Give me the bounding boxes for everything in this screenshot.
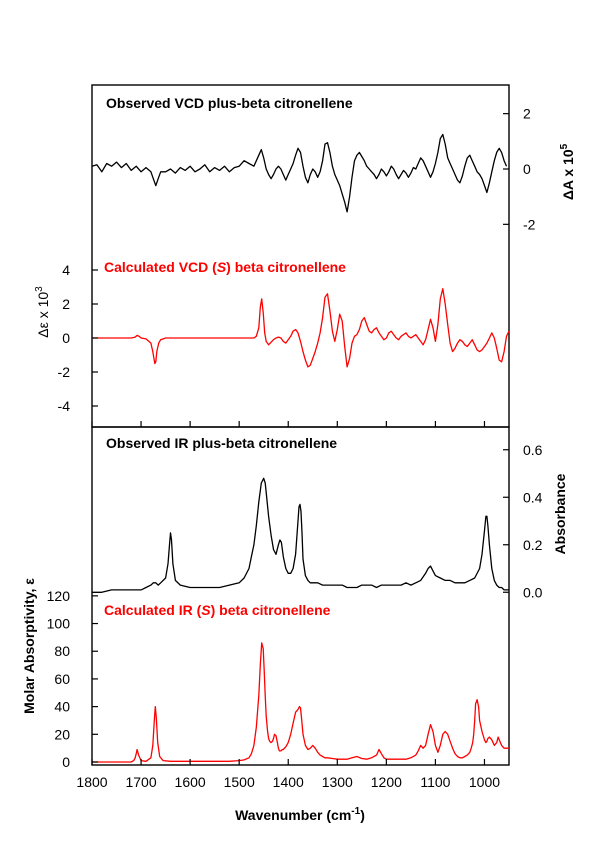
vcd-right-tick-label: 2: [523, 106, 531, 122]
vcd-left-tick-label: 0: [62, 330, 70, 346]
vcd-left-axis-title-sup: 3: [34, 286, 45, 292]
calculated-ir-s: S: [201, 602, 211, 618]
vcd-traces: [91, 133, 510, 368]
ir-left-axis-title: Molar Absorptivity, ε: [21, 578, 37, 714]
x-tick-label: 1500: [224, 774, 255, 790]
x-tick-label: 1000: [469, 774, 500, 790]
ir-right-axis: 0.6 0.4 0.2 0.0: [503, 442, 543, 600]
vcd-left-tick-label: -4: [58, 398, 71, 414]
x-tick-label: 1100: [420, 774, 450, 790]
ir-right-tick-label: 0.2: [523, 537, 543, 553]
calculated-ir-label: Calculated IR (S) beta citronellene: [104, 602, 331, 618]
x-tick-label: 1400: [273, 774, 304, 790]
ir-left-axis: 0 20 40 60 80 100 120: [47, 588, 98, 770]
calculated-vcd-s: S: [217, 259, 227, 275]
vcd-panel: 4 2 0 -2 -4 2 0 -2 Observed VCD plus-beta citr…: [34, 84, 576, 428]
vcd-left-axis-title: Δε x 103: [34, 286, 51, 338]
x-axis-title: Wavenumber (cm-1): [235, 806, 365, 823]
calculated-ir-suffix: ) beta citronellene: [211, 602, 331, 618]
vcd-series-calculated-line: [92, 288, 510, 368]
vcd-right-axis-title: ΔA x 105: [559, 143, 576, 200]
vcd-left-tick-label: 2: [62, 296, 70, 312]
x-tick-label: 1800: [76, 774, 107, 790]
ir-left-tick-label: 80: [54, 643, 70, 659]
ir-left-tick-label: 20: [54, 726, 70, 742]
vcd-right-axis-title-main: ΔA x 10: [560, 149, 576, 200]
vcd-right-tick-label: -2: [523, 216, 536, 232]
vcd-left-axis-title-main: Δε x 10: [35, 292, 51, 338]
calculated-vcd-prefix: Calculated VCD (: [104, 259, 217, 275]
vcd-right-tick-label: 0: [523, 161, 531, 177]
ir-left-tick-label: 120: [47, 588, 71, 604]
ir-series-observed-line: [92, 477, 509, 593]
ir-series-calculated-line: [92, 642, 509, 763]
calculated-vcd-suffix: ) beta citronellene: [226, 259, 346, 275]
x-axis: 1800 1700 1600 1500 1400 1300 1200 1100 1000: [76, 421, 500, 790]
vcd-left-tick-label: 4: [62, 262, 70, 278]
ir-left-tick-label: 100: [47, 616, 71, 632]
ir-left-tick-label: 0: [62, 754, 70, 770]
ir-left-tick-label: 40: [54, 699, 70, 715]
ir-right-axis-title: Absorbance: [552, 473, 568, 554]
x-axis-title-tail: ): [360, 807, 365, 823]
x-tick-label: 1200: [371, 774, 402, 790]
x-tick-label: 1600: [175, 774, 206, 790]
vcd-series-observed-line: [91, 133, 508, 213]
ir-left-tick-label: 60: [54, 671, 70, 687]
vcd-frame: [91, 84, 510, 428]
ir-traces: [92, 477, 509, 763]
ir-panel: 0 20 40 60 80 100 120 0.6 0.4 0.2 0.0 Observed IR…: [21, 426, 568, 770]
vcd-left-axis: 4 2 0 -2 -4: [58, 262, 98, 414]
calculated-ir-prefix: Calculated IR (: [104, 602, 202, 618]
observed-ir-label: Observed IR plus-beta citronellene: [106, 435, 337, 451]
vcd-right-axis-title-sup: 5: [559, 143, 570, 149]
ir-right-tick-label: 0.0: [523, 584, 543, 600]
calculated-vcd-label: Calculated VCD (S) beta citronellene: [104, 259, 346, 275]
x-tick-label: 1700: [125, 774, 156, 790]
ir-right-tick-label: 0.4: [523, 489, 543, 505]
x-axis-title-main: Wavenumber (cm: [235, 807, 351, 823]
x-tick-label: 1300: [322, 774, 353, 790]
vcd-left-tick-label: -2: [58, 364, 71, 380]
ir-right-tick-label: 0.6: [523, 442, 543, 458]
observed-vcd-label: Observed VCD plus-beta citronellene: [106, 95, 353, 111]
x-axis-title-sup: -1: [351, 806, 360, 817]
vcd-right-axis: 2 0 -2: [503, 106, 536, 232]
